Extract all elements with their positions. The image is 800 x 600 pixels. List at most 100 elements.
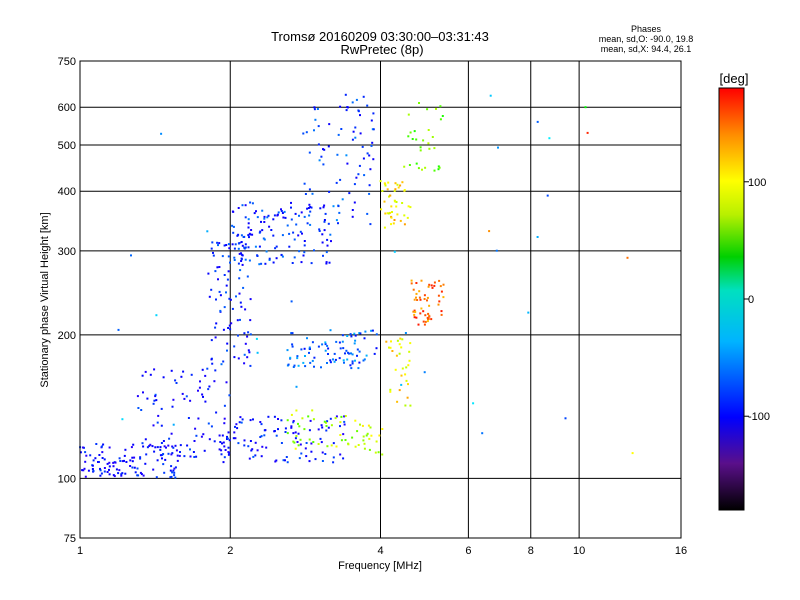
data-point: [221, 442, 223, 445]
data-point: [231, 243, 234, 246]
data-point: [121, 460, 124, 463]
data-point: [363, 358, 366, 361]
data-point: [238, 421, 241, 424]
data-point: [261, 209, 264, 212]
data-point: [408, 350, 411, 353]
data-point: [167, 452, 170, 455]
data-point: [440, 313, 443, 316]
data-point: [248, 351, 251, 354]
data-point: [247, 445, 250, 448]
data-point: [389, 388, 392, 391]
data-point: [308, 203, 311, 206]
data-point: [169, 469, 172, 472]
data-point: [341, 198, 344, 201]
data-point: [326, 420, 329, 423]
data-point: [146, 446, 149, 449]
data-point: [413, 313, 416, 316]
x-tick-label: 2: [227, 545, 233, 557]
data-point: [320, 155, 323, 158]
data-point: [244, 216, 247, 219]
data-point: [292, 440, 295, 443]
data-point: [145, 453, 148, 456]
data-point: [369, 168, 372, 171]
data-point: [129, 465, 132, 467]
data-point: [298, 250, 301, 253]
data-point: [292, 432, 295, 435]
data-point: [284, 216, 287, 219]
data-point: [299, 230, 302, 233]
data-point: [171, 452, 174, 455]
data-point: [82, 446, 84, 449]
data-point: [401, 181, 404, 184]
data-point: [383, 226, 386, 229]
data-point: [251, 448, 254, 451]
data-point: [335, 181, 338, 184]
data-point: [178, 454, 181, 457]
data-point: [295, 223, 298, 226]
data-point: [234, 425, 236, 428]
data-point: [285, 456, 288, 458]
data-point: [293, 441, 296, 444]
data-point: [422, 310, 425, 313]
data-point: [317, 443, 320, 445]
data-point: [346, 335, 349, 337]
data-point: [187, 417, 190, 419]
data-point: [197, 389, 199, 392]
data-point: [413, 130, 416, 133]
data-point: [435, 107, 437, 110]
data-point: [247, 349, 250, 352]
data-point: [329, 359, 332, 362]
data-point: [175, 449, 178, 452]
data-point: [210, 288, 213, 291]
data-point: [314, 458, 317, 461]
data-point: [342, 457, 345, 460]
data-point: [356, 354, 358, 357]
data-point: [320, 441, 323, 444]
data-point: [389, 346, 392, 349]
data-point: [108, 465, 111, 468]
data-point: [400, 346, 403, 349]
data-point: [290, 201, 292, 204]
data-point: [168, 437, 171, 440]
data-point: [409, 206, 412, 209]
data-point: [92, 470, 95, 472]
data-point: [312, 418, 315, 421]
data-point: [481, 432, 484, 435]
data-point: [437, 168, 440, 171]
data-point: [290, 332, 293, 335]
data-point: [249, 333, 252, 336]
data-point: [227, 243, 230, 246]
data-point: [218, 266, 221, 268]
data-point: [159, 448, 162, 451]
data-point: [173, 474, 176, 477]
data-point: [399, 219, 402, 222]
data-point: [321, 241, 324, 244]
data-point: [327, 426, 330, 429]
data-point: [328, 123, 331, 126]
data-point: [409, 404, 412, 407]
data-point: [151, 445, 154, 448]
data-point: [227, 446, 230, 449]
data-point: [249, 364, 252, 367]
data-point: [297, 444, 300, 447]
data-point: [338, 341, 341, 344]
data-point: [235, 295, 237, 298]
data-point: [318, 228, 321, 231]
data-point: [426, 108, 429, 111]
data-point: [365, 354, 368, 357]
data-point: [192, 451, 195, 453]
data-point: [442, 283, 445, 286]
data-point: [326, 238, 329, 241]
data-point: [291, 343, 294, 346]
data-point: [214, 270, 217, 273]
data-point: [246, 356, 249, 359]
data-point: [263, 238, 266, 241]
data-point: [405, 379, 408, 382]
data-point: [335, 219, 338, 222]
colorbar-tick-label: 100: [748, 177, 766, 189]
data-point: [327, 145, 330, 148]
data-point: [244, 204, 247, 207]
data-point: [359, 114, 361, 117]
data-point: [235, 423, 238, 426]
data-point: [408, 359, 411, 362]
